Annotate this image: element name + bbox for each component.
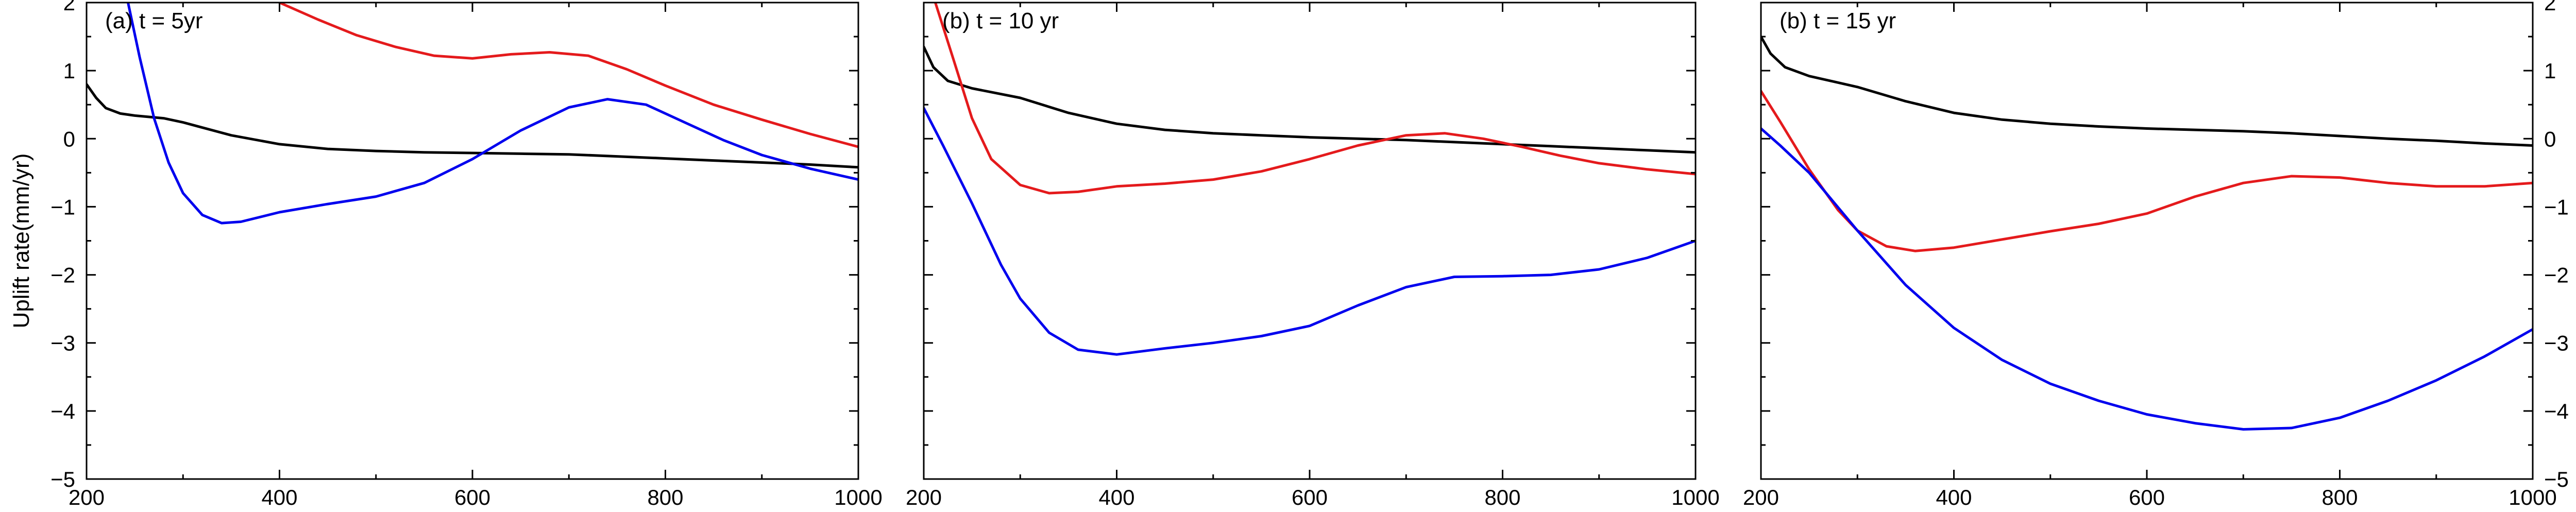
series-line-1 — [1761, 35, 2533, 147]
series-line-3 — [924, 107, 1696, 356]
y-axis-title: Uplift rate(mm/yr) — [9, 153, 34, 329]
x-tick-label: 600 — [2129, 485, 2165, 509]
x-tick-label: 400 — [261, 485, 297, 509]
y-tick-label: 2 — [63, 0, 75, 15]
plot-frame — [86, 2, 859, 480]
panel-2: 200 400 600 800 1000 (b) t = 10 yr — [906, 2, 1720, 509]
series-line-3 — [127, 3, 858, 225]
panel-title: (a) t = 5yr — [105, 8, 203, 33]
y-tick-label: −3 — [50, 331, 75, 355]
y-tick-label-right: −3 — [2544, 331, 2569, 355]
y-tick-label: −1 — [50, 195, 75, 219]
x-tick-label: 200 — [69, 485, 105, 509]
y-tick-label: −4 — [50, 399, 75, 423]
y-tick-label: 0 — [63, 127, 75, 151]
x-tick-label: 1000 — [1671, 485, 1719, 509]
series-group — [1761, 35, 2533, 431]
panel-3: 200 400 600 800 1000−5 −4 −3 −2 −1 0 1 2 (b) t = 15 … — [1743, 0, 2569, 509]
x-tick-label: 800 — [2321, 485, 2358, 509]
x-tick-label: 600 — [454, 485, 490, 509]
panel-title: (b) t = 10 yr — [942, 8, 1059, 33]
x-tick-label: 600 — [1292, 485, 1328, 509]
series-line-3 — [1761, 127, 2533, 431]
y-tick-label-right: −2 — [2544, 263, 2569, 287]
x-tick-label: 400 — [1936, 485, 1972, 509]
y-tick-label-right: 0 — [2544, 127, 2556, 151]
series-line-1 — [87, 83, 858, 169]
x-tick-label: 800 — [647, 485, 683, 509]
y-tick-label: −2 — [50, 263, 75, 287]
x-tick-label: 1000 — [2509, 485, 2556, 509]
x-tick-label: 400 — [1098, 485, 1134, 509]
x-tick-label: 200 — [906, 485, 942, 509]
series-line-1 — [924, 45, 1696, 154]
series-group — [87, 3, 858, 225]
y-tick-label-right: −1 — [2544, 195, 2569, 219]
plot-frame — [923, 2, 1697, 480]
series-line-2 — [1761, 90, 2533, 252]
panel-title: (b) t = 15 yr — [1780, 8, 1896, 33]
x-tick-label: 200 — [1743, 485, 1779, 509]
series-line-2 — [934, 3, 1696, 195]
panel-1: 200 400 600 800 1000 −5 −4 −3 −2 −1 0 1 2 (a) t = 5yr… — [9, 0, 883, 509]
y-tick-label: 1 — [63, 59, 75, 83]
y-tick-label: −5 — [50, 467, 75, 491]
y-tick-label-right: 2 — [2544, 0, 2556, 15]
y-tick-label-right: −5 — [2544, 467, 2569, 491]
y-tick-label-right: 1 — [2544, 59, 2556, 83]
series-line-2 — [278, 3, 858, 148]
y-tick-label-right: −4 — [2544, 399, 2569, 423]
series-group — [924, 3, 1696, 356]
x-tick-label: 1000 — [834, 485, 882, 509]
x-tick-label: 800 — [1484, 485, 1520, 509]
